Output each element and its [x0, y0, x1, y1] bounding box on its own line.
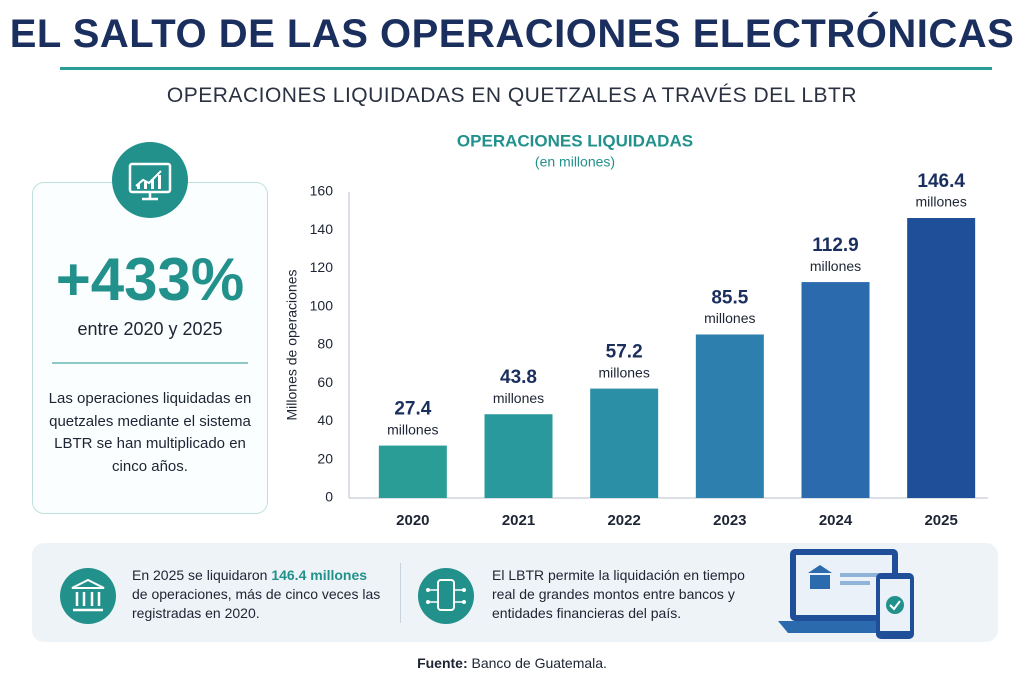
y-tick-label: 20: [317, 450, 333, 466]
bar-chart: OPERACIONES LIQUIDADAS (en millones) Mil…: [284, 131, 988, 529]
highlight-card: [32, 182, 268, 514]
value-unit: millones: [598, 364, 649, 380]
note-text: En 2025 se liquidaron: [132, 567, 272, 583]
value-label: 27.4: [394, 399, 431, 420]
page-title: EL SALTO DE LAS OPERACIONES ELECTRÓNICAS: [9, 12, 1015, 56]
y-tick-label: 120: [310, 259, 334, 275]
note: En 2025 se liquidaron 146.4 millones de …: [132, 566, 382, 623]
value-label: 57.2: [606, 342, 643, 363]
x-tick-label: 2023: [713, 512, 746, 529]
y-tick-label: 100: [310, 297, 334, 313]
chart-title: OPERACIONES LIQUIDADAS: [457, 131, 693, 150]
y-tick-label: 0: [325, 489, 333, 505]
value-label: 112.9: [812, 235, 859, 256]
note: El LBTR permite la liquidación en tiempo…: [492, 566, 752, 623]
devices-illustration: [778, 549, 914, 639]
title-rule: [60, 67, 992, 70]
value-unit: millones: [915, 194, 966, 210]
y-tick-label: 40: [317, 412, 333, 428]
value-unit: millones: [493, 390, 544, 406]
chart-subtitle: (en millones): [535, 154, 615, 170]
x-tick-label: 2025: [924, 512, 957, 529]
value-unit: millones: [387, 421, 438, 437]
y-tick-label: 160: [310, 183, 334, 199]
x-tick-label: 2022: [607, 512, 640, 529]
bar: [590, 388, 659, 498]
note-text: de operaciones, más de cinco veces las r…: [132, 586, 381, 621]
highlight-caption: entre 2020 y 2025: [77, 319, 223, 339]
bar: [378, 445, 447, 498]
bank-icon: [60, 568, 116, 624]
value-label: 146.4: [917, 171, 965, 192]
value-unit: millones: [704, 310, 755, 326]
note-highlight: 146.4 millones: [271, 567, 368, 583]
monitor-icon: [112, 142, 188, 218]
value-label: 85.5: [711, 287, 748, 308]
y-tick-label: 60: [317, 374, 333, 390]
notes-divider: [400, 563, 401, 623]
note-text: El LBTR permite la liquidación en tiempo…: [492, 567, 745, 621]
card-divider: [52, 362, 248, 364]
y-axis-label: Millones de operaciones: [284, 270, 300, 421]
source: Fuente: Banco de Guatemala.: [0, 655, 1024, 671]
x-tick-label: 2021: [502, 512, 535, 529]
x-tick-label: 2020: [396, 512, 429, 529]
highlight-value: +433%: [55, 246, 245, 313]
bar: [801, 282, 870, 498]
y-tick-label: 80: [317, 336, 333, 352]
page-subtitle: OPERACIONES LIQUIDADAS EN QUETZALES A TR…: [166, 84, 858, 107]
bar: [484, 414, 553, 498]
bar: [695, 334, 764, 498]
value-unit: millones: [810, 258, 861, 274]
source-label: Fuente:: [417, 655, 468, 671]
bar: [907, 218, 976, 498]
highlight-description: Las operaciones liquidadas en quetzales …: [48, 390, 252, 475]
source-text: Banco de Guatemala.: [467, 655, 607, 671]
y-tick-label: 140: [310, 221, 334, 237]
network-icon: [418, 568, 474, 624]
value-label: 43.8: [500, 367, 537, 388]
x-tick-label: 2024: [819, 512, 853, 529]
